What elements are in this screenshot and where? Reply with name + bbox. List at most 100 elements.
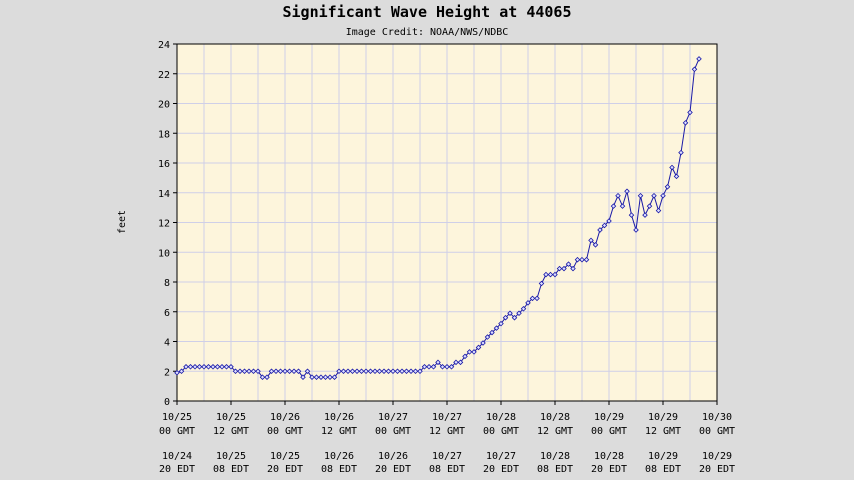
data-point bbox=[655, 207, 662, 214]
data-point bbox=[673, 173, 680, 180]
x-tick-edt-date: 10/26 bbox=[378, 451, 408, 462]
x-tick-edt-date: 10/27 bbox=[486, 451, 516, 462]
data-point bbox=[498, 320, 504, 327]
data-point bbox=[264, 374, 270, 380]
data-point bbox=[196, 364, 203, 370]
data-point bbox=[430, 364, 437, 370]
data-point bbox=[237, 368, 243, 375]
data-point bbox=[403, 368, 410, 375]
data-point bbox=[210, 364, 216, 370]
x-tick-edt-time: 08 EDT bbox=[321, 464, 357, 475]
data-point bbox=[444, 364, 450, 370]
y-tick-label: 16 bbox=[158, 159, 170, 170]
data-point bbox=[646, 203, 653, 209]
x-tick-gmt-time: 00 GMT bbox=[267, 426, 303, 437]
chart-subtitle: Image Credit: NOAA/NWS/NDBC bbox=[346, 27, 509, 38]
x-tick-gmt-time: 00 GMT bbox=[159, 426, 195, 437]
x-tick-edt-date: 10/29 bbox=[648, 451, 678, 462]
x-tick-gmt-time: 00 GMT bbox=[483, 426, 519, 437]
data-point bbox=[565, 261, 572, 267]
x-tick-gmt-date: 10/28 bbox=[540, 412, 570, 423]
data-point bbox=[327, 374, 333, 380]
data-point bbox=[349, 368, 356, 375]
data-point bbox=[340, 368, 347, 375]
data-point bbox=[255, 368, 261, 375]
data-point bbox=[547, 271, 554, 278]
data-point bbox=[660, 192, 666, 199]
x-tick-gmt-date: 10/29 bbox=[594, 412, 624, 423]
x-tick-edt-time: 20 EDT bbox=[483, 464, 519, 475]
data-point bbox=[493, 325, 500, 331]
x-tick-gmt-date: 10/25 bbox=[162, 412, 192, 423]
data-point bbox=[516, 310, 522, 317]
data-point bbox=[475, 344, 482, 351]
data-point bbox=[336, 368, 342, 375]
data-point bbox=[412, 368, 419, 375]
data-point bbox=[471, 349, 477, 355]
x-tick-gmt-time: 00 GMT bbox=[591, 426, 627, 437]
data-point bbox=[174, 369, 180, 376]
x-tick-gmt-time: 12 GMT bbox=[213, 426, 249, 437]
y-tick-label: 6 bbox=[164, 308, 170, 319]
data-point bbox=[309, 374, 315, 380]
data-point bbox=[480, 340, 486, 346]
data-point bbox=[322, 374, 329, 380]
data-point bbox=[691, 66, 698, 73]
data-point bbox=[534, 295, 540, 302]
x-tick-edt-time: 20 EDT bbox=[591, 464, 627, 475]
x-tick-gmt-time: 00 GMT bbox=[375, 426, 411, 437]
data-point bbox=[502, 314, 509, 321]
data-point bbox=[376, 368, 383, 375]
data-point bbox=[457, 359, 464, 366]
data-point bbox=[354, 368, 360, 375]
data-point bbox=[579, 256, 585, 263]
data-point bbox=[682, 120, 689, 126]
data-point bbox=[201, 364, 207, 370]
x-axis-ticks: 10/25 00 GMT 10/24 20 EDT 10/25 12 GMT 10/25 08… bbox=[159, 401, 735, 475]
data-point bbox=[223, 364, 230, 370]
x-tick-gmt-time: 12 GMT bbox=[645, 426, 681, 437]
x-tick-edt-date: 10/27 bbox=[432, 451, 462, 462]
x-tick-gmt-date: 10/30 bbox=[702, 412, 732, 423]
data-point bbox=[291, 368, 297, 375]
x-tick-edt-date: 10/26 bbox=[324, 451, 354, 462]
data-point bbox=[286, 368, 293, 375]
data-point bbox=[628, 212, 635, 218]
data-point bbox=[313, 374, 320, 380]
data-point bbox=[561, 265, 567, 272]
data-point bbox=[696, 56, 702, 62]
x-tick-gmt-date: 10/25 bbox=[216, 412, 246, 423]
data-point bbox=[462, 353, 468, 360]
x-tick-gmt-time: 12 GMT bbox=[429, 426, 465, 437]
y-tick-label: 2 bbox=[164, 367, 170, 378]
x-tick-gmt-date: 10/26 bbox=[324, 412, 354, 423]
x-tick-edt-time: 20 EDT bbox=[159, 464, 195, 475]
y-tick-label: 18 bbox=[158, 129, 170, 140]
x-tick-edt-date: 10/25 bbox=[270, 451, 300, 462]
grid-lines bbox=[177, 44, 717, 401]
x-tick-gmt-date: 10/28 bbox=[486, 412, 516, 423]
data-point bbox=[417, 368, 423, 375]
data-point bbox=[592, 242, 599, 248]
data-point bbox=[358, 368, 365, 375]
data-point bbox=[363, 368, 369, 375]
data-point bbox=[228, 364, 234, 370]
y-tick-label: 0 bbox=[164, 397, 170, 408]
x-tick-edt-date: 10/28 bbox=[540, 451, 570, 462]
x-tick-gmt-time: 12 GMT bbox=[537, 426, 573, 437]
data-point bbox=[619, 203, 626, 209]
data-point bbox=[664, 184, 671, 190]
data-point bbox=[678, 149, 684, 156]
data-point bbox=[381, 368, 387, 375]
data-point bbox=[574, 256, 581, 263]
data-point bbox=[556, 265, 563, 272]
x-tick-edt-time: 08 EDT bbox=[537, 464, 573, 475]
data-point bbox=[543, 271, 549, 278]
data-point bbox=[651, 192, 657, 199]
data-point bbox=[669, 164, 675, 171]
data-point bbox=[268, 368, 275, 375]
chart-title: Significant Wave Height at 44065 bbox=[283, 3, 572, 21]
data-point bbox=[484, 334, 491, 340]
data-point bbox=[552, 271, 558, 278]
x-tick-edt-date: 10/29 bbox=[702, 451, 732, 462]
